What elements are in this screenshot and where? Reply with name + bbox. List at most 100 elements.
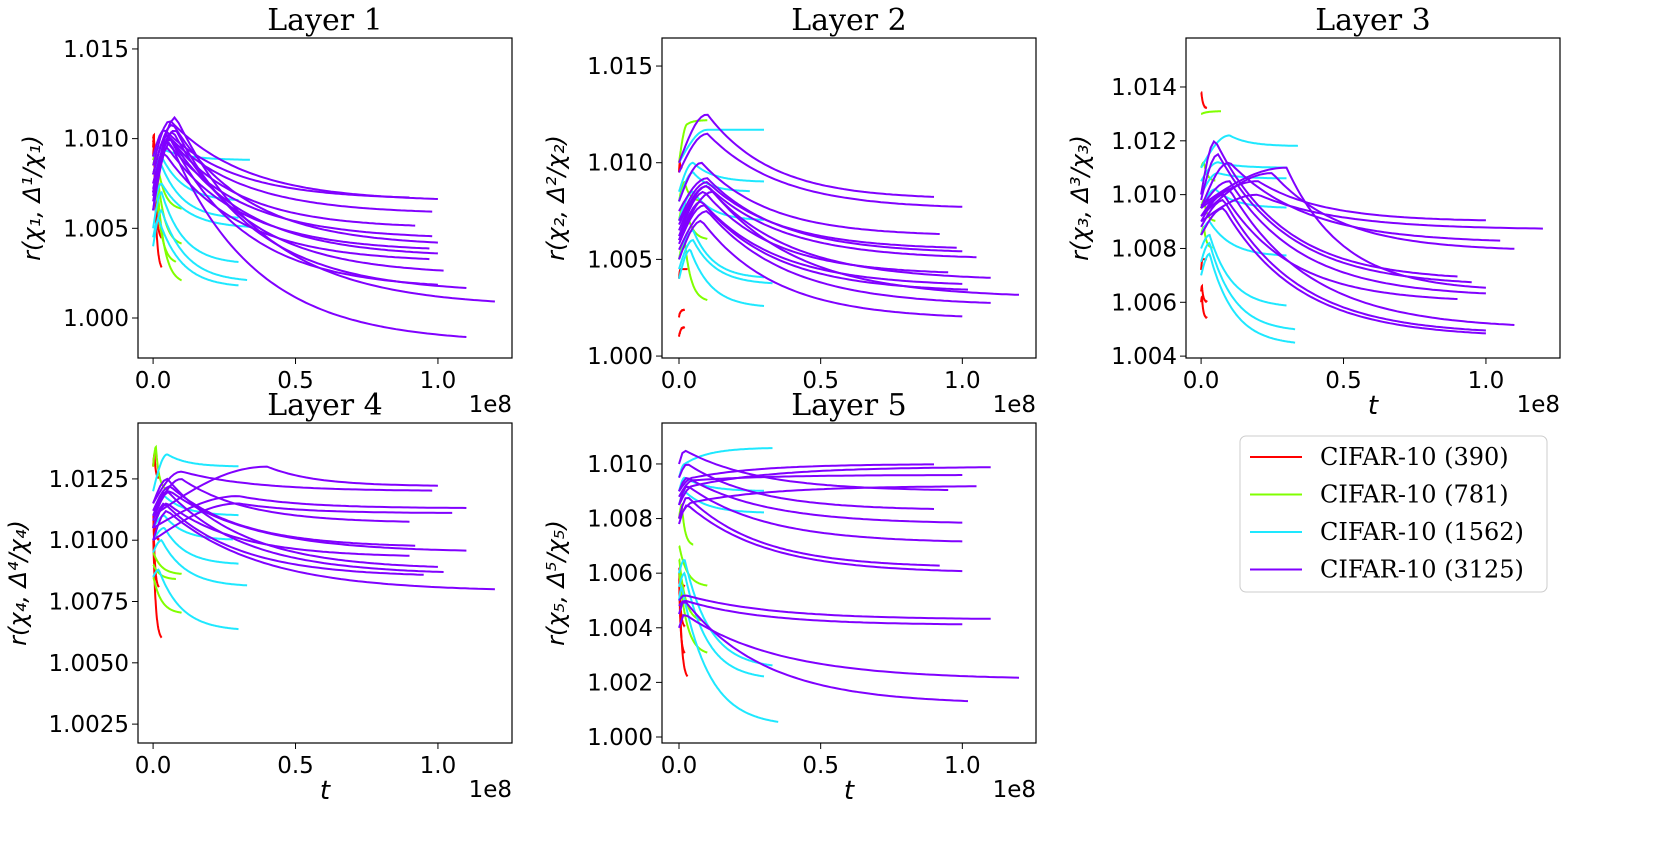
curve-line <box>678 161 765 193</box>
curve-line <box>1200 180 1486 222</box>
curve-line <box>1200 220 1287 257</box>
x-tick-label: 1.0 <box>944 368 981 394</box>
curve-line <box>152 115 495 303</box>
curve-line <box>152 470 433 504</box>
curve-line <box>678 200 963 285</box>
legend-label: CIFAR-10 (3125) <box>1320 556 1524 584</box>
curve-line <box>678 113 935 198</box>
series-cifar-10-3125- <box>678 113 1020 318</box>
curve-line <box>678 504 963 573</box>
subplot-layer-3: 0.0 0.5 1.0 1.004 1.006 1.008 1.010 1.012 1.014 1… <box>1066 3 1561 421</box>
x-axis-label: t <box>320 776 331 806</box>
curve-line <box>152 495 239 517</box>
curve-line <box>152 190 239 263</box>
curve-line <box>152 453 239 492</box>
curve-line <box>678 496 940 567</box>
curve-line <box>678 449 949 491</box>
curve-line <box>678 190 949 274</box>
y-axis-label: r(χ₁, Δ¹/χ₁) <box>18 135 46 261</box>
curve-line <box>678 572 708 654</box>
curve-line <box>152 568 239 631</box>
curve-line <box>1200 91 1208 109</box>
x-offset-label: 1e8 <box>993 777 1036 803</box>
curve-line <box>152 129 467 289</box>
curve-line <box>1200 294 1208 319</box>
curve-line <box>678 614 1020 679</box>
y-axis-label: r(χ₅, Δ⁵/χ₅) <box>542 520 570 646</box>
curve-line <box>152 551 182 575</box>
axes-frame <box>137 37 513 359</box>
legend-label: CIFAR-10 (390) <box>1320 443 1509 471</box>
x-axis-label: t <box>1368 391 1379 421</box>
curve-line <box>678 476 963 524</box>
curve-line <box>678 190 1020 296</box>
curve-line <box>152 502 410 557</box>
y-tick-label: 1.000 <box>587 344 653 370</box>
curve-line <box>678 545 708 587</box>
curve-line <box>1200 152 1472 284</box>
curve-line <box>152 140 467 338</box>
curve-line <box>152 120 438 200</box>
x-offset-label: 1e8 <box>469 777 512 803</box>
curve-line <box>1200 188 1515 326</box>
curve-line <box>152 576 182 614</box>
y-tick-label: 1.004 <box>587 616 653 642</box>
curve-line <box>1200 161 1287 182</box>
x-tick-label: 0.0 <box>661 753 698 779</box>
curve-line <box>1200 283 1208 303</box>
curve-line <box>152 138 438 255</box>
y-tick-label: 1.006 <box>587 561 653 587</box>
series-lines <box>678 113 1020 337</box>
x-tick-label: 0.5 <box>277 368 314 394</box>
y-tick-label: 1.002 <box>587 670 653 696</box>
curve-line <box>678 601 969 703</box>
curve-line <box>1200 110 1221 115</box>
axes-frame <box>1185 37 1561 359</box>
x-offset-label: 1e8 <box>1517 392 1560 418</box>
curve-line <box>678 490 764 514</box>
y-tick-label: 1.010 <box>63 127 129 153</box>
y-tick-label: 1.0050 <box>49 651 129 677</box>
curve-line <box>152 133 433 213</box>
curve-line <box>152 495 467 529</box>
x-tick-label: 0.5 <box>802 753 839 779</box>
x-tick-label: 0.0 <box>1183 368 1220 394</box>
curve-line <box>678 571 765 678</box>
series-lines <box>1200 91 1543 344</box>
y-tick-label: 1.0025 <box>49 712 129 738</box>
curve-line <box>1200 180 1486 295</box>
curve-line <box>678 238 773 285</box>
y-tick-label: 1.008 <box>1111 236 1177 262</box>
x-tick-label: 1.0 <box>420 368 457 394</box>
curve-line <box>152 465 438 517</box>
curve-line <box>152 526 239 565</box>
legend-frame <box>1239 435 1548 593</box>
curve-line <box>678 326 686 337</box>
curve-line <box>1200 193 1543 230</box>
curve-line <box>678 308 685 318</box>
y-tick-label: 1.012 <box>1111 129 1177 155</box>
x-tick-label: 0.0 <box>135 368 172 394</box>
curve-line <box>678 119 708 163</box>
axes-frame <box>137 422 513 744</box>
y-tick-label: 1.005 <box>587 247 653 273</box>
curve-line <box>678 599 963 626</box>
legend-label: CIFAR-10 (1562) <box>1320 518 1524 546</box>
curve-line <box>152 477 438 568</box>
curve-line <box>1200 233 1287 307</box>
x-tick-label: 1.0 <box>944 753 981 779</box>
curve-line <box>152 538 248 587</box>
subplot-layer-5: 0.0 0.5 1.0 1.000 1.002 1.004 1.006 1.008 1.010 1… <box>542 388 1037 806</box>
y-tick-label: 1.008 <box>587 507 653 533</box>
curve-line <box>678 248 765 307</box>
curve-line <box>678 485 963 543</box>
curve-line <box>678 177 963 253</box>
curve-line <box>678 219 963 318</box>
x-tick-label: 0.0 <box>661 368 698 394</box>
subplot-title: Layer 1 <box>267 3 382 38</box>
axes-frame <box>661 37 1037 359</box>
x-tick-label: 0.0 <box>135 753 172 779</box>
series-cifar-10-3125- <box>152 115 495 338</box>
series-cifar-10-3125- <box>1200 139 1543 335</box>
curve-line <box>678 502 694 546</box>
